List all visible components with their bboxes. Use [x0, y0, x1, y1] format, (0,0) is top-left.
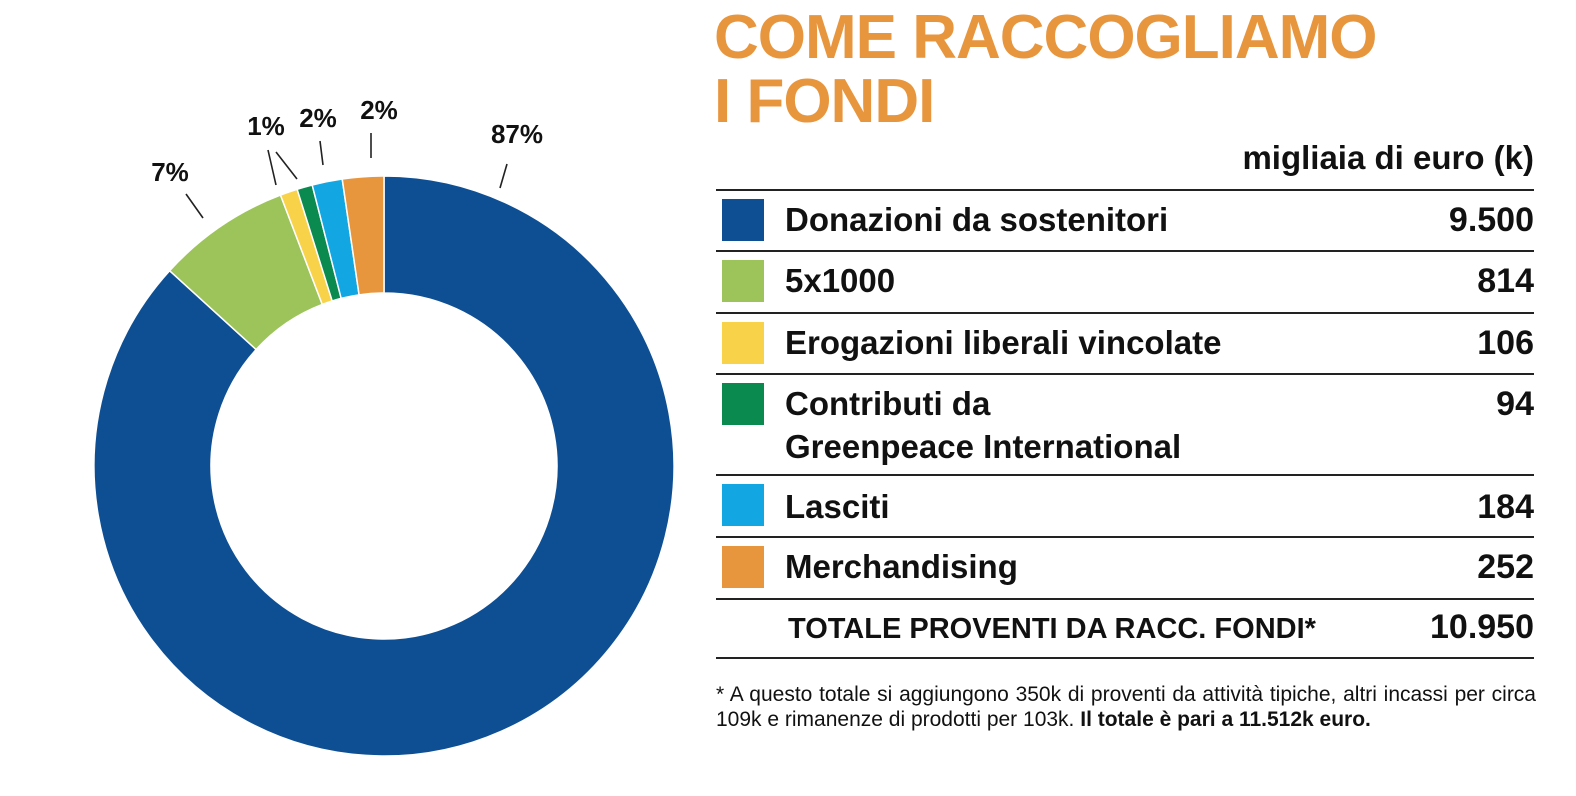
table-row-donazioni: Donazioni da sostenitori 9.500: [716, 189, 1534, 250]
percent-label-5x1000: 7%: [151, 157, 189, 187]
footnote-bold: Il totale è pari a 11.512k euro.: [1080, 708, 1371, 731]
swatch-5x1000: [722, 260, 764, 302]
swatch-erogazioni: [722, 322, 764, 364]
row-label-merchandising: Merchandising: [785, 548, 1018, 585]
table-row-erogazioni: Erogazioni liberali vincolate 106: [716, 312, 1534, 373]
swatch-donazioni: [722, 199, 764, 241]
leader-line-lasciti: [319, 140, 324, 166]
row-value-5x1000: 814: [1477, 262, 1534, 300]
leader-line-erogazioni: [267, 149, 277, 186]
swatch-contributi: [722, 383, 764, 425]
footnote: * A questo totale si aggiungono 350k di …: [716, 682, 1536, 732]
slice-merchandising: [341, 175, 385, 296]
footnote-text: * A questo totale si aggiungono 350k di …: [716, 683, 1536, 731]
percent-label-donazioni: 87%: [491, 119, 543, 149]
row-label-contributi-line2: Greenpeace International: [785, 428, 1182, 465]
row-value-contributi: 94: [1496, 385, 1534, 423]
title-line-1: COME RACCOGLIAMO: [714, 3, 1378, 72]
slice-donazioni: [93, 175, 675, 757]
swatch-merchandising: [722, 546, 764, 588]
table-row-merchandising: Merchandising 252: [716, 536, 1534, 598]
legend-table: Donazioni da sostenitori 9.500 5x1000 81…: [716, 189, 1534, 659]
row-label-5x1000: 5x1000: [785, 262, 896, 299]
row-value-merchandising: 252: [1477, 548, 1534, 586]
total-label: TOTALE PROVENTI DA RACC. FONDI*: [788, 613, 1316, 645]
row-value-erogazioni: 106: [1477, 324, 1534, 362]
title-line-2: I FONDI: [714, 67, 935, 136]
percent-label-lasciti: 2%: [299, 103, 337, 133]
row-label-erogazioni: Erogazioni liberali vincolate: [785, 324, 1222, 361]
leader-line-contributi: [275, 151, 298, 180]
unit-label: migliaia di euro (k): [1242, 139, 1534, 176]
swatch-lasciti: [722, 484, 764, 526]
percent-label-merchandising: 2%: [360, 95, 398, 125]
percent-label-erogazioni: 1%: [247, 111, 285, 141]
table-row-total: TOTALE PROVENTI DA RACC. FONDI* 10.950: [716, 598, 1534, 659]
table-row-5x1000: 5x1000 814: [716, 250, 1534, 312]
table-row-lasciti: Lasciti 184: [716, 474, 1534, 536]
table-row-contributi: Contributi da Greenpeace International 9…: [716, 373, 1534, 474]
donut-chart: 87% 7% 1% 2% 2%: [93, 95, 675, 757]
row-value-donazioni: 9.500: [1448, 201, 1534, 239]
total-value: 10.950: [1430, 608, 1534, 646]
row-label-donazioni: Donazioni da sostenitori: [785, 201, 1169, 238]
leader-line-5x1000: [185, 193, 204, 219]
chart-title: COME RACCOGLIAMO I FONDI: [714, 6, 1534, 134]
leader-line-donazioni: [499, 163, 508, 189]
row-label-lasciti: Lasciti: [785, 488, 890, 525]
row-label-contributi-line1: Contributi da: [785, 385, 991, 422]
row-value-lasciti: 184: [1477, 488, 1534, 526]
